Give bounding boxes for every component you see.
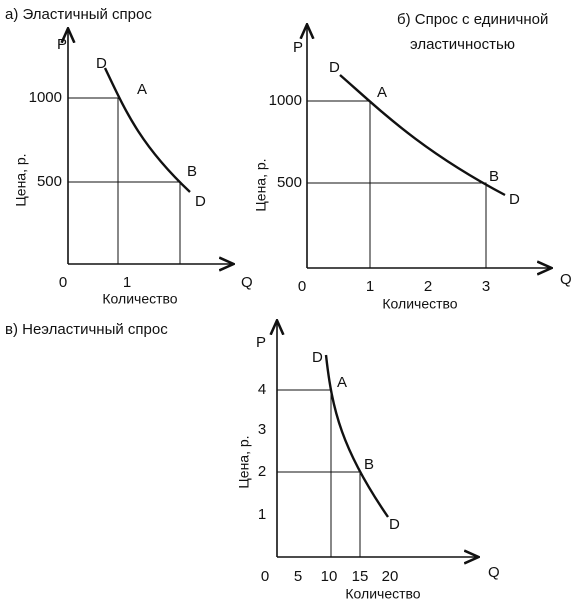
x-title: Количество — [345, 586, 420, 602]
point-label: D — [312, 349, 323, 366]
tick-label: 1 — [258, 506, 266, 523]
point-label: D — [389, 516, 400, 533]
tick-label: 5 — [294, 568, 302, 585]
axis-label: Q — [488, 564, 500, 581]
y-title: Цена, р. — [236, 435, 252, 488]
y-title: Цена, р. — [13, 153, 29, 206]
axis-label: P — [293, 39, 303, 56]
tick-label: 0 — [298, 278, 306, 295]
tick-label: 1 — [123, 274, 131, 291]
x-title: Количество — [102, 291, 177, 307]
axis-label: P — [57, 36, 67, 53]
point-label: B — [489, 168, 499, 185]
title: а) Эластичный спрос — [5, 6, 152, 23]
tick-label: 3 — [482, 278, 490, 295]
title: б) Спрос с единичной — [397, 11, 548, 28]
x-title: Количество — [382, 296, 457, 312]
tick-label: 1000 — [29, 89, 62, 106]
panel-b: б) Спрос с единичной эластичностью P Q 1… — [253, 11, 572, 312]
axis-label: Q — [560, 271, 572, 288]
demand-curve — [324, 354, 389, 518]
guide-lines — [277, 389, 361, 557]
title: эластичностью — [410, 36, 515, 53]
tick-label: 0 — [261, 568, 269, 585]
tick-label: 10 — [321, 568, 338, 585]
tick-label: 1000 — [269, 92, 302, 109]
point-label: B — [364, 456, 374, 473]
point-label: A — [137, 81, 147, 98]
point-label: A — [377, 84, 387, 101]
tick-label: 2 — [258, 463, 266, 480]
tick-label: 500 — [277, 174, 302, 191]
demand-curve — [103, 67, 191, 193]
guide-lines — [68, 97, 181, 264]
tick-label: 0 — [59, 274, 67, 291]
point-label: D — [509, 191, 520, 208]
tick-label: 1 — [366, 278, 374, 295]
point-label: D — [329, 59, 340, 76]
title: в) Неэластичный спрос — [5, 321, 168, 338]
point-label: B — [187, 163, 197, 180]
point-label: A — [337, 374, 347, 391]
axis-label: P — [256, 334, 266, 351]
panel-a: а) Эластичный спрос P Q 1000 500 0 1 Кол… — [5, 6, 253, 307]
tick-label: 500 — [37, 173, 62, 190]
tick-label: 20 — [382, 568, 399, 585]
guide-lines — [307, 100, 487, 268]
tick-label: 2 — [424, 278, 432, 295]
panel-c: в) Неэластичный спрос P Q 4 3 2 1 0 5 10… — [5, 321, 500, 602]
point-label: D — [195, 193, 206, 210]
point-label: D — [96, 55, 107, 72]
tick-label: 3 — [258, 421, 266, 438]
demand-curve — [339, 74, 506, 197]
tick-label: 4 — [258, 381, 266, 398]
y-title: Цена, р. — [253, 158, 269, 211]
axis-label: Q — [241, 274, 253, 291]
tick-label: 15 — [352, 568, 369, 585]
